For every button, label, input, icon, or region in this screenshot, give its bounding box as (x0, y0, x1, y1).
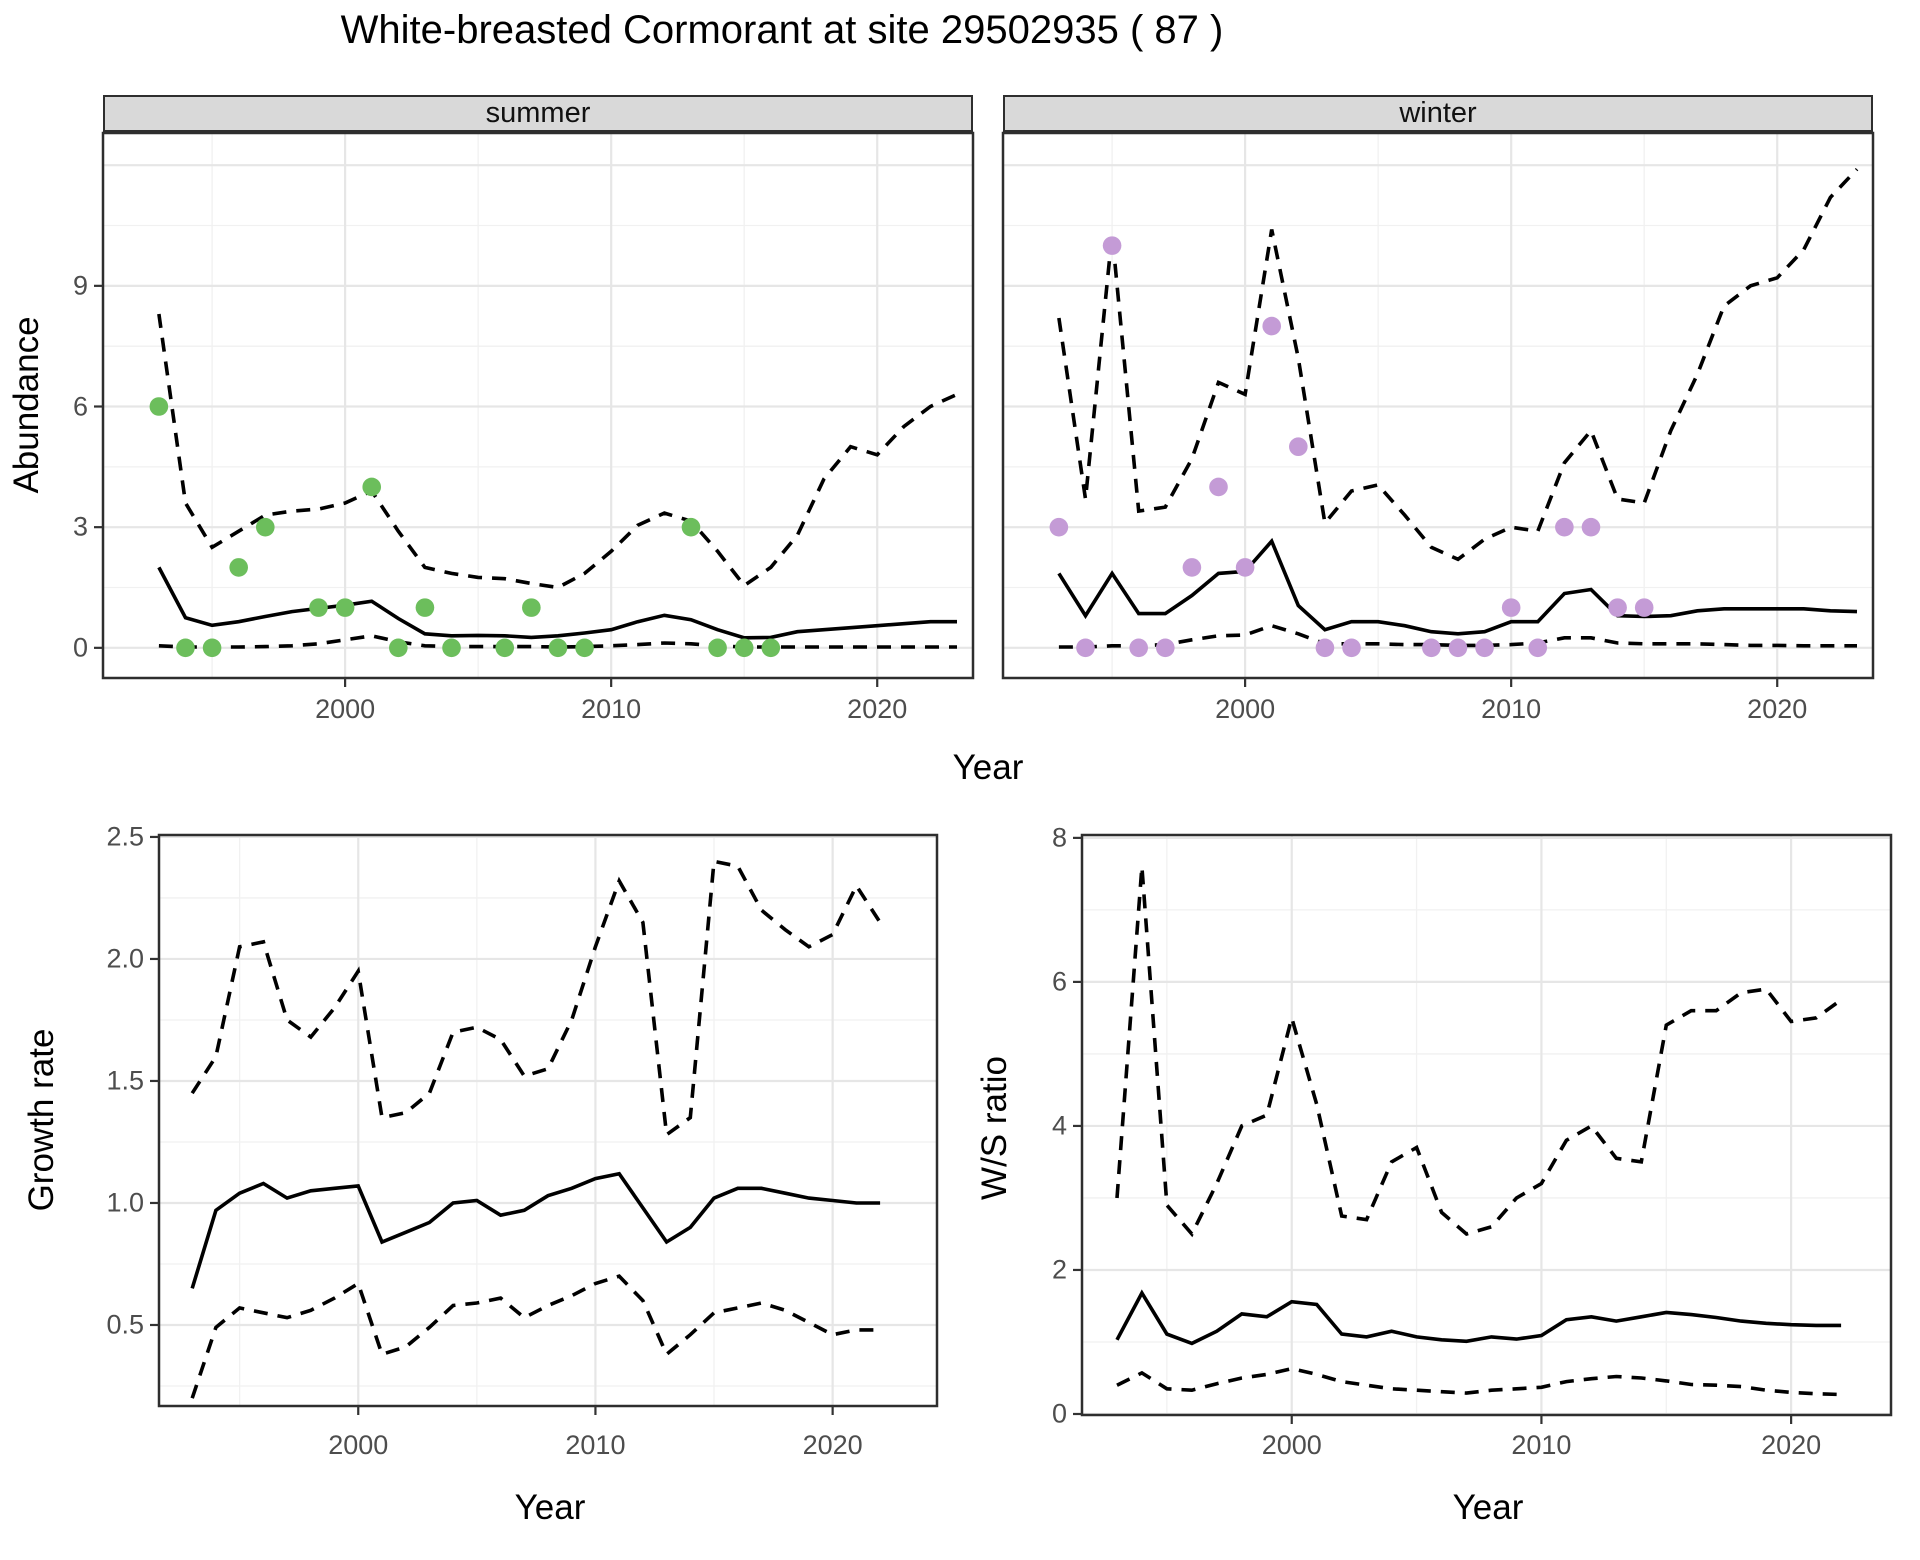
series-median (1115, 1289, 1842, 1346)
series-upper_95ci (157, 313, 958, 590)
tick-label: 0 (72, 632, 88, 663)
series-lower_95ci (190, 1274, 881, 1399)
data-point-observed_counts (1129, 638, 1148, 658)
tick-label: 2020 (802, 1430, 863, 1460)
tick-label: 0 (1051, 1398, 1067, 1429)
data-point-observed_counts (229, 558, 248, 577)
plot-title: White-breasted Cormorant at site 2950293… (340, 8, 1224, 52)
series-upper_95ci (190, 859, 882, 1138)
data-point-observed_counts (1049, 517, 1069, 537)
data-point-observed_counts (495, 638, 515, 658)
data-point-observed_counts (1182, 558, 1202, 577)
y-axis-title-growth-rate: Growth rate (22, 1028, 61, 1212)
data-point-observed_counts (1634, 598, 1654, 617)
tick-label: 6 (72, 391, 88, 421)
tick-label: 2000 (315, 694, 376, 724)
data-point-observed_counts (1448, 638, 1468, 658)
tick-label: 3 (72, 511, 88, 542)
data-point-observed_counts (1289, 437, 1308, 457)
data-point-observed_counts (1102, 236, 1122, 255)
data-point-observed_counts (1235, 558, 1255, 577)
data-point-observed_counts (1076, 638, 1095, 658)
data-point-observed_counts (335, 598, 355, 617)
data-point-observed_counts (149, 397, 169, 416)
data-point-observed_counts (761, 638, 781, 658)
tick-label: 2000 (328, 1430, 389, 1460)
tick-label: 2020 (1761, 1430, 1822, 1460)
data-point-observed_counts (575, 638, 594, 658)
panel-abundance-winter (1001, 131, 1875, 687)
tick-label: 2020 (847, 694, 908, 724)
data-point-observed_counts (389, 638, 408, 658)
data-point-observed_counts (442, 638, 461, 658)
series-median (190, 1171, 881, 1289)
data-point-observed_counts (202, 638, 222, 658)
series-lower_95ci (158, 633, 957, 649)
data-point-observed_counts (734, 638, 754, 658)
data-point-observed_counts (1555, 517, 1574, 537)
data-point-observed_counts (522, 598, 541, 617)
tick-label: 9 (72, 270, 88, 301)
tick-label: 2010 (1511, 1430, 1572, 1460)
tick-label: 2.5 (106, 821, 144, 852)
data-point-observed_counts (362, 477, 382, 497)
tick-label: 2020 (1747, 694, 1808, 724)
data-point-observed_counts (681, 517, 701, 537)
tick-label: 4 (1051, 1110, 1067, 1141)
tick-label: 2010 (581, 694, 642, 724)
data-point-observed_counts (1155, 638, 1175, 658)
data-point-observed_counts (1422, 638, 1441, 658)
data-point-observed_counts (415, 598, 435, 617)
x-axis-title-year-growth: Year (514, 1488, 586, 1527)
panel-growth-rate (150, 833, 939, 1415)
data-point-observed_counts (1209, 477, 1228, 497)
tick-label: 0.5 (106, 1309, 144, 1340)
facet-strip-winter: winter (1003, 95, 1873, 133)
tick-label: 2 (1051, 1254, 1067, 1285)
facet-strip-summer: summer (103, 95, 973, 133)
data-point-observed_counts (176, 638, 195, 658)
data-point-observed_counts (1342, 638, 1361, 658)
tick-label: 1.0 (106, 1187, 144, 1218)
data-point-observed_counts (1608, 598, 1627, 617)
series-median (1057, 537, 1858, 636)
tick-label: 2000 (1215, 694, 1276, 724)
facet-strip-label-summer: summer (485, 97, 591, 129)
data-point-observed_counts (255, 517, 275, 537)
x-axis-title-year-ws: Year (1452, 1488, 1524, 1527)
data-point-observed_counts (1528, 638, 1548, 658)
series-upper_95ci (1115, 866, 1843, 1238)
data-point-observed_counts (708, 638, 727, 658)
series-lower_95ci (1116, 1366, 1842, 1397)
data-point-observed_counts (1262, 316, 1282, 336)
facet-strip-label-winter: winter (1399, 97, 1477, 129)
data-point-observed_counts (548, 638, 568, 658)
y-axis-title-abundance: Abundance (7, 316, 46, 494)
tick-label: 8 (1051, 822, 1067, 853)
series-median (157, 566, 957, 640)
tick-label: 1.5 (106, 1065, 144, 1096)
tick-label: 6 (1051, 966, 1067, 997)
series-upper_95ci (1057, 167, 1859, 562)
x-axis-title-year-top: Year (952, 748, 1024, 787)
panel-abundance-summer (94, 131, 975, 687)
data-point-observed_counts (1315, 638, 1335, 658)
series-lower_95ci (1058, 623, 1857, 649)
tick-label: 2010 (565, 1430, 626, 1460)
data-point-observed_counts (1501, 598, 1521, 617)
tick-label: 2010 (1481, 694, 1542, 724)
data-point-observed_counts (309, 598, 328, 617)
data-point-observed_counts (1475, 638, 1494, 658)
tick-label: 2000 (1261, 1430, 1322, 1460)
data-point-observed_counts (1581, 517, 1601, 537)
y-axis-title-ws-ratio: W/S ratio (975, 1056, 1014, 1200)
tick-label: 2.0 (106, 943, 144, 974)
panel-ws-ratio (1073, 833, 1893, 1424)
